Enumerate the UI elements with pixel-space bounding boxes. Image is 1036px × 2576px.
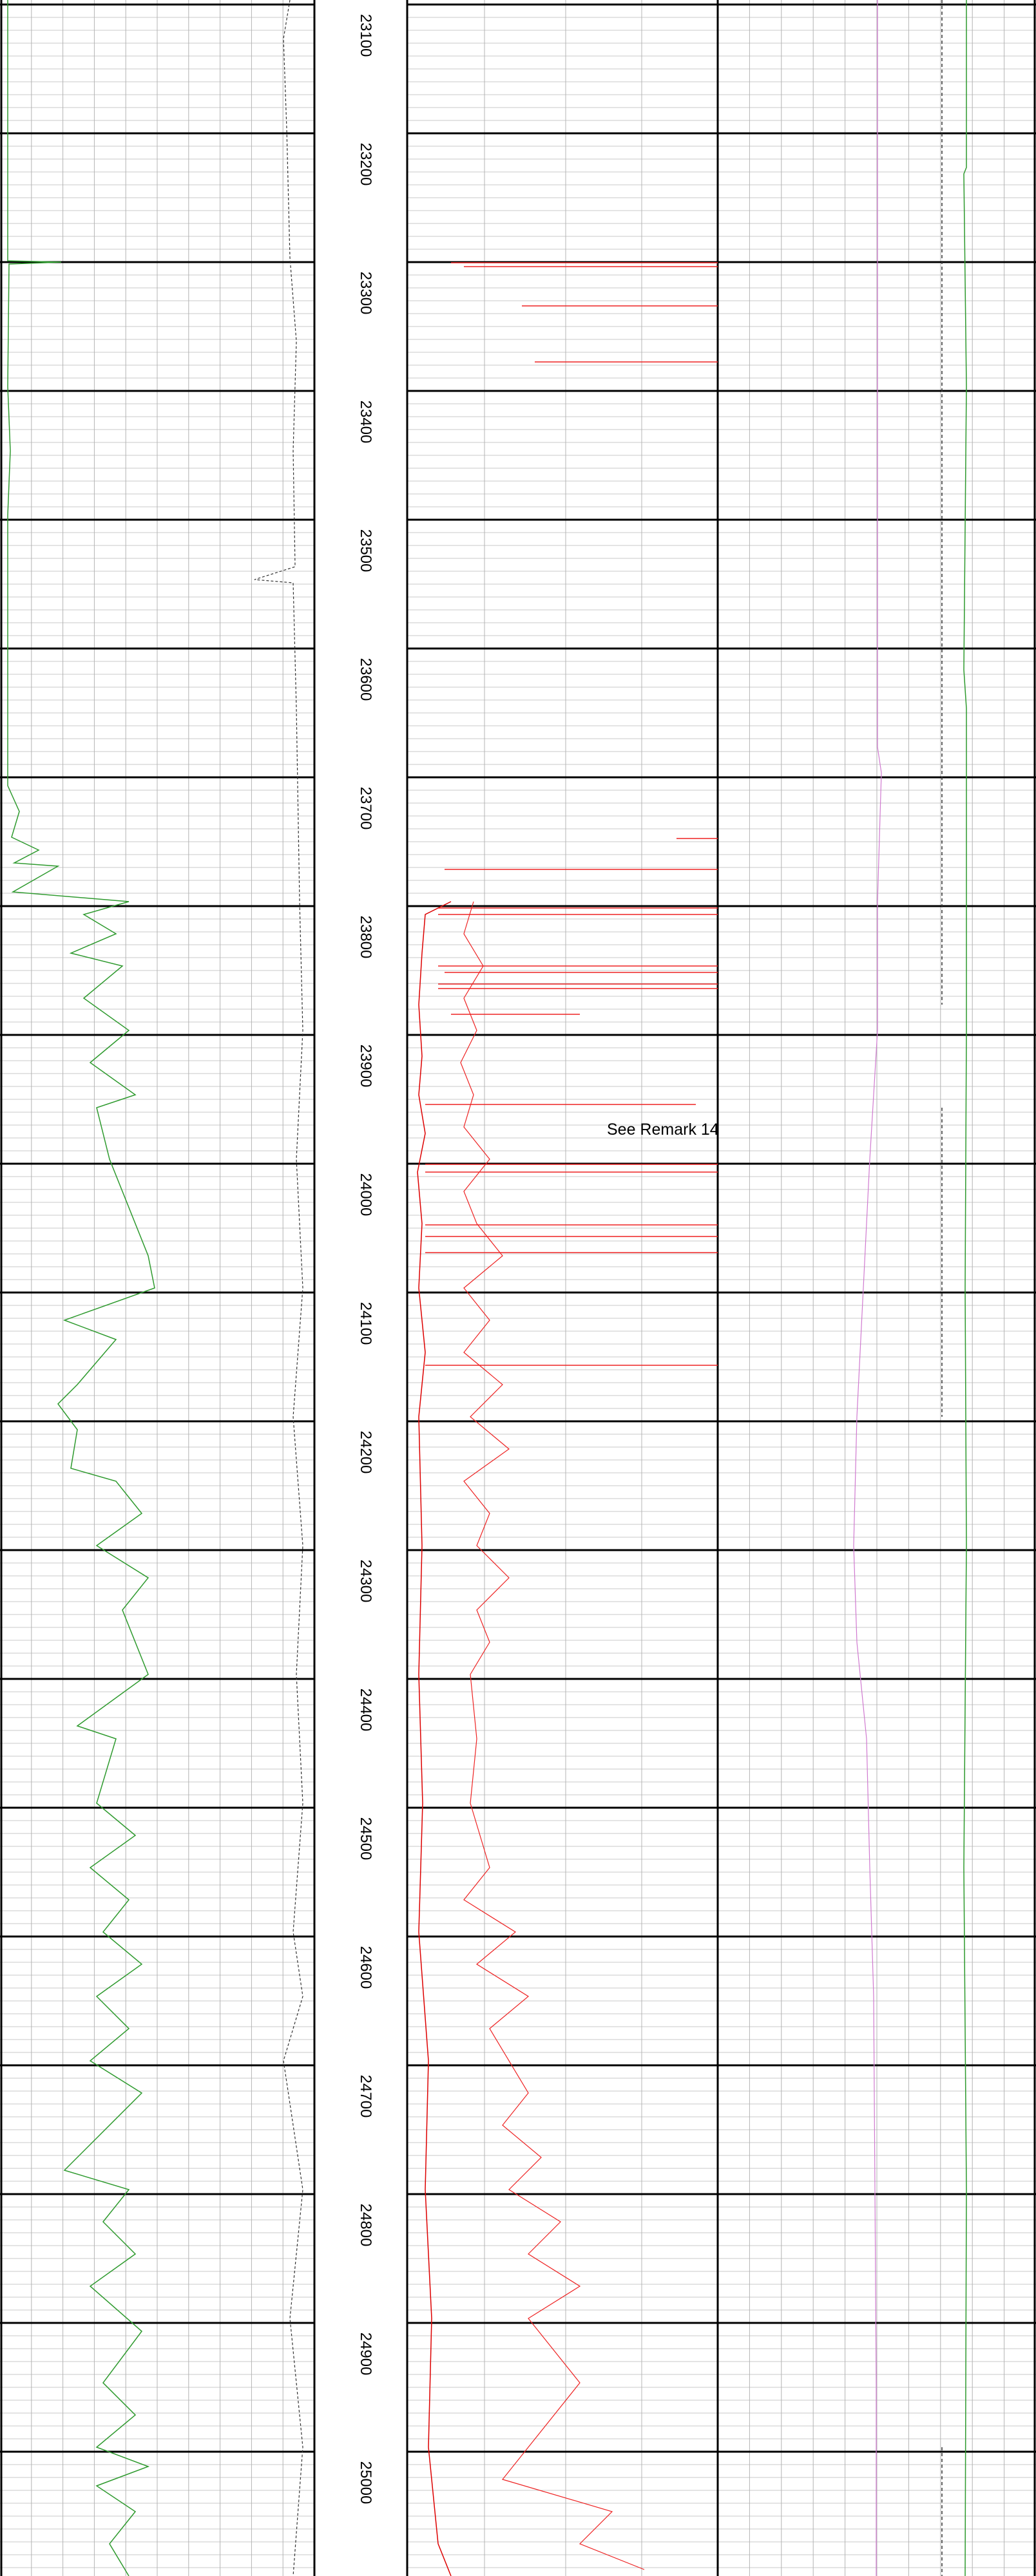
- depth-label: 23900: [357, 1045, 374, 1088]
- depth-label: 24600: [357, 1946, 374, 1989]
- depth-label: 23300: [357, 272, 374, 315]
- depth-label: 24700: [357, 2075, 374, 2118]
- depth-label: 24000: [357, 1173, 374, 1217]
- depth-label: 23500: [357, 529, 374, 573]
- depth-label: 23600: [357, 658, 374, 701]
- depth-label: 24400: [357, 1689, 374, 1732]
- depth-label: 24200: [357, 1431, 374, 1474]
- depth-label: 23200: [357, 143, 374, 186]
- resistivity-deep-curve: [417, 901, 452, 2576]
- depth-label: 23700: [357, 787, 374, 830]
- depth-label: 24800: [357, 2204, 374, 2247]
- resistivity-shallow-curve: [460, 901, 645, 2570]
- depth-label: 23400: [357, 401, 374, 444]
- gamma-curve: [7, 0, 155, 2576]
- depth-label: 24100: [357, 1302, 374, 1345]
- annotation: See Remark 14: [607, 1121, 719, 1139]
- resistivity-spikes: [425, 262, 718, 1366]
- neutron-curve: [963, 0, 967, 2576]
- density-curve: [853, 0, 882, 2576]
- depth-label: 23800: [357, 916, 374, 959]
- depth-track: 23100 23200 23300 23400 23500 23600 23700 23800…: [357, 14, 374, 2505]
- depth-label: 24500: [357, 1817, 374, 1861]
- depth-label: 24300: [357, 1560, 374, 1603]
- depth-label: 25000: [357, 2461, 374, 2505]
- depth-label: 24900: [357, 2333, 374, 2376]
- caliper-curve: [254, 0, 303, 2576]
- depth-label: 23100: [357, 14, 374, 57]
